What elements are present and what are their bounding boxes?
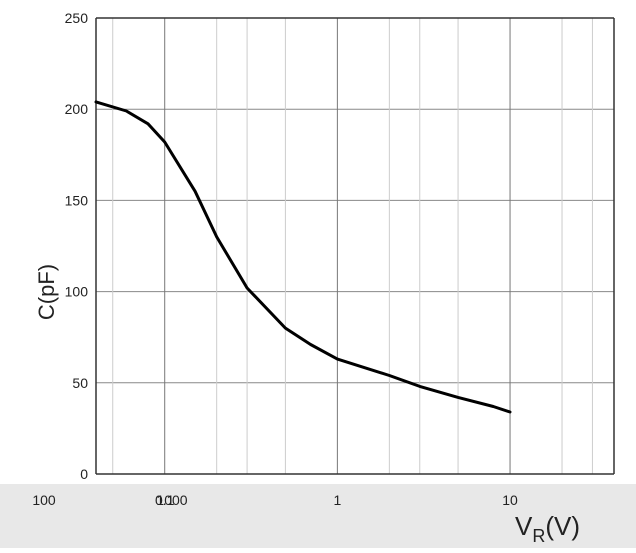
y-tick-label: 0 (80, 466, 88, 482)
series-layer (94, 100, 512, 414)
x-tick-label-extra: 1000 (156, 492, 187, 508)
y-tick-label: 250 (65, 10, 89, 26)
x-tick-label: 1 (333, 492, 341, 508)
y-tick-label: 100 (65, 284, 89, 300)
x-axis-band (0, 484, 636, 548)
tick-layer: 0 50 100 150 200 250 0.1 1 10 100 1000 (32, 10, 518, 508)
y-tick-label: 150 (65, 192, 89, 208)
x-axis-title-main: V (515, 511, 533, 541)
y-tick-label: 50 (72, 375, 88, 391)
x-axis-title: VR(V) (515, 511, 580, 546)
series-line (94, 100, 512, 414)
y-axis-title: C(pF) (34, 264, 59, 320)
x-axis-title-sub: R (532, 526, 545, 546)
y-tick-label: 200 (65, 101, 89, 117)
axis-layer (95, 17, 615, 475)
x-tick-label: 0.1 (155, 492, 175, 508)
x-tick-label: 10 (502, 492, 518, 508)
x-tick-label-extra: 100 (32, 492, 56, 508)
x-axis-title-unit: (V) (545, 511, 580, 541)
